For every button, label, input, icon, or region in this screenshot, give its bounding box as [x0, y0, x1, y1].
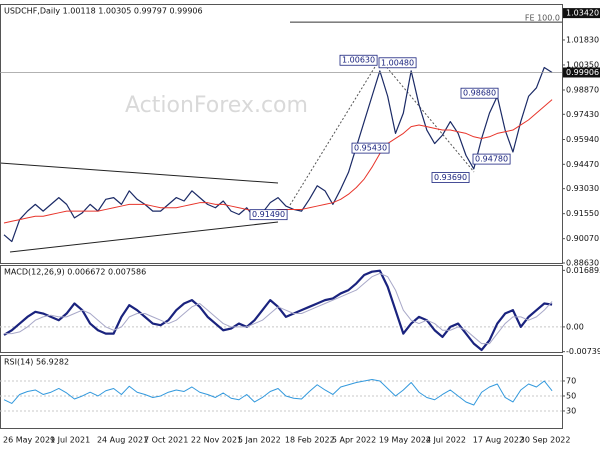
x-tick-label: 7 Oct 2021 — [144, 436, 188, 445]
macd-panel — [0, 265, 563, 353]
fe-text: FE 100.0 — [525, 14, 560, 23]
y-tick-label: 30 — [566, 406, 576, 415]
annotation-box — [351, 142, 390, 154]
y-tick-label: 0.91550 — [566, 209, 599, 218]
y-tick-label: 1.01830 — [566, 35, 599, 44]
y-tick-label: -0.007393 — [566, 347, 600, 356]
y-tick-label: 0.93030 — [566, 184, 599, 193]
y-tick-label: 70 — [566, 376, 576, 385]
y-tick-label: 0.95940 — [566, 135, 599, 144]
x-tick-label: 4 Jul 2022 — [426, 436, 466, 445]
y-tick-label: 0.90070 — [566, 234, 599, 243]
y-tick-label: 0.00 — [566, 322, 584, 331]
price-line — [3, 66, 553, 243]
x-tick-label: 24 Aug 2021 — [97, 436, 148, 445]
annotation-box — [339, 54, 378, 66]
y-tick-label: 0.88630 — [566, 259, 599, 268]
rsi-line — [3, 378, 553, 406]
x-tick-label: 18 Feb 2022 — [285, 436, 335, 445]
annotation-box — [249, 209, 288, 221]
y-tick-label: 1.00350 — [566, 60, 599, 69]
x-tick-label: 19 May 2022 — [379, 436, 431, 445]
panel-title: USDCHF,Daily 1.00118 1.00305 0.99797 0.9… — [4, 7, 203, 16]
trend-line — [9, 221, 279, 253]
last-price-box — [563, 67, 600, 78]
rsi-panel — [0, 355, 563, 429]
y-tick-label: 0.016893 — [566, 266, 600, 275]
annotation-box — [431, 172, 470, 183]
y-tick-label: 50 — [566, 391, 576, 400]
annotation-label: 0.95430 — [354, 144, 387, 153]
y-tick-label: 0.98870 — [566, 85, 599, 94]
x-tick-label: 26 May 2021 — [3, 436, 55, 445]
fe-label: 1.03420 — [566, 9, 599, 18]
annotation-label: 0.94780 — [475, 155, 508, 164]
x-tick-label: 22 Nov 2021 — [191, 436, 242, 445]
fe-box — [563, 8, 600, 19]
x-tick-label: 9 Jul 2021 — [50, 436, 90, 445]
annotation-box — [378, 57, 417, 69]
panel-title: MACD(12,26,9) 0.006672 0.007586 — [4, 268, 146, 277]
annotation-box — [460, 87, 499, 99]
x-tick-label: 17 Aug 2022 — [473, 436, 524, 445]
y-tick-label: 0.94470 — [566, 160, 599, 169]
panel-title: RSI(14) 56.9282 — [4, 358, 69, 367]
watermark: ActionForex.com — [125, 93, 308, 118]
annotation-label: 1.00630 — [342, 56, 375, 65]
x-tick-label: 5 Apr 2022 — [332, 436, 376, 445]
signal-line — [4, 272, 553, 345]
annotation-label: 0.91490 — [252, 210, 285, 219]
wave-line — [383, 63, 475, 173]
annotation-label: 0.93690 — [434, 173, 467, 182]
price-panel — [0, 4, 563, 264]
annotation-box — [472, 153, 511, 165]
last-price-label: 0.99906 — [566, 68, 599, 77]
x-tick-label: 5 Jan 2022 — [238, 436, 281, 445]
annotation-label: 1.00480 — [381, 58, 414, 67]
trend-line — [0, 162, 279, 184]
triangle — [0, 162, 279, 253]
annotation-label: 0.98680 — [463, 89, 496, 98]
x-tick-label: 30 Sep 2022 — [520, 436, 571, 445]
y-tick-label: 0.97430 — [566, 110, 599, 119]
